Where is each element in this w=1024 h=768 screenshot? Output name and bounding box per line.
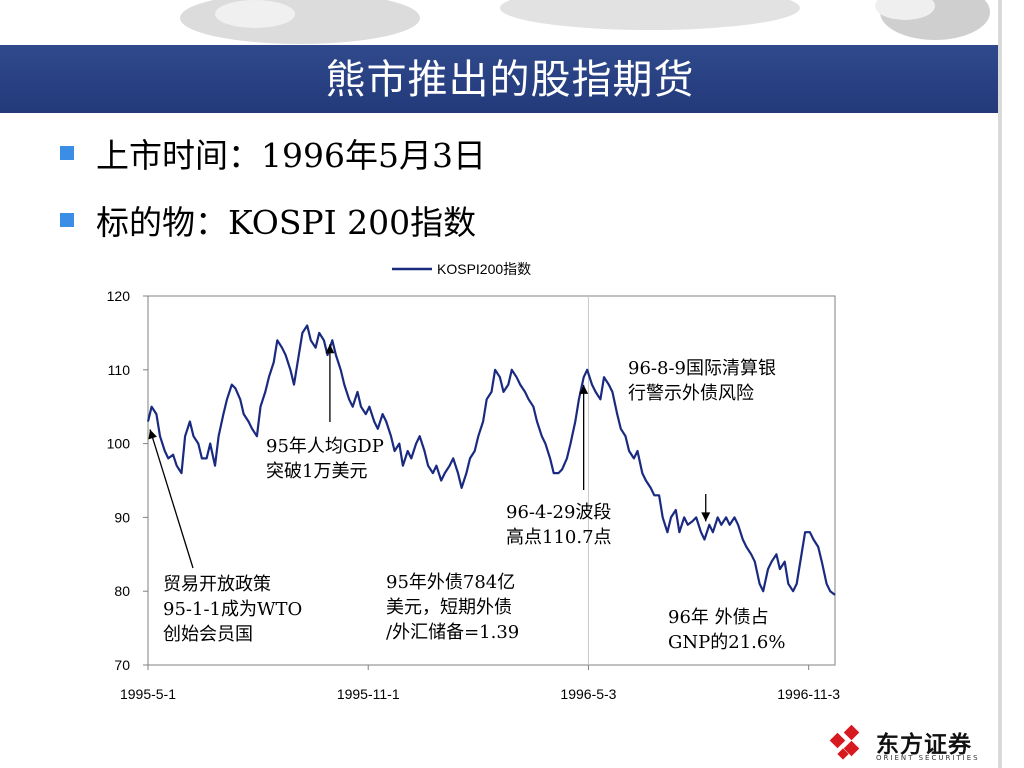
logo-diamond-icon	[829, 724, 860, 760]
slide-title: 熊市推出的股指期货	[325, 57, 695, 103]
x-tick-label: 1996-5-3	[560, 686, 616, 702]
annotation-debt-gnp-line: 96年 外债占	[668, 607, 769, 628]
series-line-kospi200	[146, 324, 836, 596]
bullet-label: 上市时间：	[96, 136, 261, 175]
company-logo: 东方证券 ORIENT SECURITIES	[826, 723, 986, 765]
x-tick-label: 1995-5-1	[120, 686, 176, 702]
annotation-foreign-debt-line: 95年外债784亿	[386, 572, 515, 593]
header-decoration	[0, 0, 1024, 60]
x-tick-label: 1996-11-3	[777, 686, 840, 702]
logo-subtitle: ORIENT SECURITIES	[876, 754, 980, 762]
y-tick-label: 90	[114, 509, 130, 525]
arrow-gdp-head	[325, 344, 335, 354]
plot-frame	[147, 295, 836, 666]
annotation-wto-line: 95-1-1成为WTO	[163, 599, 302, 620]
bullet-value: 1996年5月3日	[261, 136, 486, 175]
annotation-april-peak-line: 高点110.7点	[506, 527, 612, 548]
annotation-foreign-debt-line: /外汇储备=1.39	[386, 622, 519, 643]
title-banner	[0, 45, 998, 113]
x-tick-label: 1995-11-1	[337, 686, 400, 702]
annotation-wto-line: 创始会员国	[163, 624, 253, 645]
kospi-chart: 70 80 90 100 110 120 1995-5-1 1995-11-1 1996-5-3…	[95, 250, 881, 713]
bullet-underlying: 标的物： KOSPI 200指数	[60, 198, 476, 242]
arrow-wto	[149, 429, 194, 569]
y-tick-label: 120	[107, 288, 131, 304]
arrow-bis-warning-head	[701, 512, 711, 522]
bullet-listing-date: 上市时间： 1996年5月3日	[60, 131, 486, 175]
bullet-value: KOSPI 200指数	[228, 203, 477, 242]
bullet-label: 标的物：	[96, 203, 228, 242]
right-edge-line	[998, 0, 1002, 768]
annotation-bis-warning-line: 行警示外债风险	[628, 383, 754, 404]
arrow-wto-head	[148, 429, 157, 440]
y-tick-label: 80	[114, 583, 130, 599]
legend-label: KOSPI200指数	[437, 261, 531, 277]
y-tick-label: 70	[114, 657, 130, 673]
annotation-bis-warning-line: 96-8-9国际清算银	[628, 358, 776, 379]
square-bullet-icon	[60, 213, 74, 227]
logo-name: 东方证券	[876, 732, 972, 758]
arrow-april-peak-head	[579, 384, 589, 394]
annotation-debt-gnp-line: GNP的21.6%	[668, 632, 785, 653]
y-tick-label: 100	[107, 436, 131, 452]
square-bullet-icon	[60, 146, 74, 160]
annotation-foreign-debt-line: 美元，短期外债	[386, 597, 512, 618]
annotation-wto-line: 贸易开放政策	[163, 574, 271, 595]
annotation-gdp-line: 突破1万美元	[266, 461, 367, 482]
y-tick-label: 110	[108, 362, 131, 378]
annotation-gdp-line: 95年人均GDP	[266, 436, 384, 457]
annotation-april-peak-line: 96-4-29波段	[506, 502, 611, 523]
chart-svg: 70 80 90 100 110 120 1995-5-1 1995-11-1 1996-5-3…	[107, 261, 841, 702]
